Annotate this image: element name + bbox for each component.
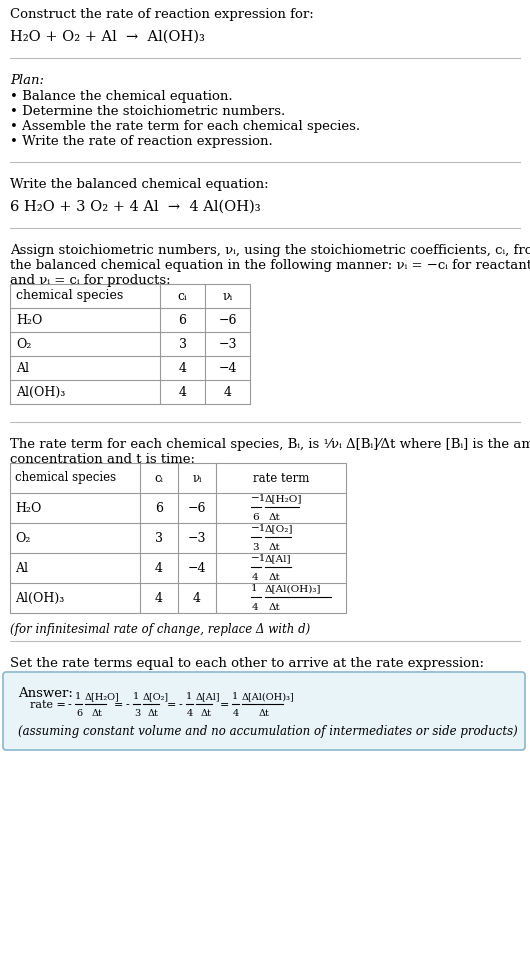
Text: • Write the rate of reaction expression.: • Write the rate of reaction expression. <box>10 135 273 148</box>
Text: 3: 3 <box>179 338 187 350</box>
FancyBboxPatch shape <box>3 672 525 750</box>
Text: The rate term for each chemical species, Bᵢ, is ¹⁄νᵢ Δ[Bᵢ]⁄Δt where [Bᵢ] is the : The rate term for each chemical species,… <box>10 438 530 451</box>
Text: cᵢ: cᵢ <box>155 471 163 484</box>
Text: rate =: rate = <box>30 700 69 710</box>
Text: 4: 4 <box>224 386 232 398</box>
Bar <box>10 284 250 404</box>
Text: the balanced chemical equation in the following manner: νᵢ = −cᵢ for reactants: the balanced chemical equation in the fo… <box>10 259 530 272</box>
Text: and νᵢ = cᵢ for products:: and νᵢ = cᵢ for products: <box>10 274 171 287</box>
Text: (for infinitesimal rate of change, replace Δ with d): (for infinitesimal rate of change, repla… <box>10 623 310 636</box>
Text: 3: 3 <box>134 709 140 718</box>
Text: Δt: Δt <box>92 709 103 718</box>
Text: Δ[O₂]: Δ[O₂] <box>143 692 169 701</box>
Text: 3: 3 <box>155 532 163 545</box>
Text: 6: 6 <box>155 502 163 514</box>
Text: chemical species: chemical species <box>15 471 116 484</box>
Text: Δt: Δt <box>269 513 281 522</box>
Text: (assuming constant volume and no accumulation of intermediates or side products): (assuming constant volume and no accumul… <box>18 725 518 738</box>
Text: cᵢ: cᵢ <box>178 290 187 303</box>
Text: Al: Al <box>15 561 28 575</box>
Text: Δt: Δt <box>269 543 281 552</box>
Text: −3: −3 <box>188 532 206 545</box>
Text: Δ[H₂O]: Δ[H₂O] <box>265 494 303 503</box>
Bar <box>10 463 346 613</box>
Text: Δt: Δt <box>259 709 270 718</box>
Text: • Assemble the rate term for each chemical species.: • Assemble the rate term for each chemic… <box>10 120 360 133</box>
Text: 4: 4 <box>193 591 201 604</box>
Text: Plan:: Plan: <box>10 74 44 87</box>
Text: 1: 1 <box>186 692 192 701</box>
Text: =: = <box>220 700 229 710</box>
Text: -: - <box>68 700 72 710</box>
Text: Δ[Al(OH)₃]: Δ[Al(OH)₃] <box>265 584 322 593</box>
Text: 4: 4 <box>155 591 163 604</box>
Text: −3: −3 <box>218 338 237 350</box>
Text: H₂O + O₂ + Al  →  Al(OH)₃: H₂O + O₂ + Al → Al(OH)₃ <box>10 30 205 44</box>
Text: 4: 4 <box>179 361 187 375</box>
Text: −4: −4 <box>188 561 206 575</box>
Text: 4: 4 <box>233 709 239 718</box>
Text: H₂O: H₂O <box>15 502 41 514</box>
Text: =: = <box>114 700 123 710</box>
Text: νᵢ: νᵢ <box>223 290 233 303</box>
Text: νᵢ: νᵢ <box>192 471 202 484</box>
Text: −4: −4 <box>218 361 237 375</box>
Text: 4: 4 <box>252 573 259 582</box>
Text: −1: −1 <box>251 494 267 503</box>
Text: −1: −1 <box>251 554 267 563</box>
Text: Δ[O₂]: Δ[O₂] <box>265 524 294 533</box>
Text: 1: 1 <box>251 584 258 593</box>
Text: Write the balanced chemical equation:: Write the balanced chemical equation: <box>10 178 269 191</box>
Text: O₂: O₂ <box>16 338 31 350</box>
Text: Al: Al <box>16 361 29 375</box>
Text: -: - <box>126 700 130 710</box>
Text: • Determine the stoichiometric numbers.: • Determine the stoichiometric numbers. <box>10 105 285 118</box>
Text: O₂: O₂ <box>15 532 30 545</box>
Text: Δt: Δt <box>201 709 212 718</box>
Text: Al(OH)₃: Al(OH)₃ <box>15 591 64 604</box>
Text: Δ[Al(OH)₃]: Δ[Al(OH)₃] <box>242 692 295 701</box>
Text: Δ[H₂O]: Δ[H₂O] <box>85 692 120 701</box>
Text: rate term: rate term <box>253 471 309 484</box>
Text: 1: 1 <box>232 692 238 701</box>
Text: −6: −6 <box>218 313 237 327</box>
Text: • Balance the chemical equation.: • Balance the chemical equation. <box>10 90 233 103</box>
Text: Set the rate terms equal to each other to arrive at the rate expression:: Set the rate terms equal to each other t… <box>10 657 484 670</box>
Text: 4: 4 <box>179 386 187 398</box>
Text: −6: −6 <box>188 502 206 514</box>
Text: Assign stoichiometric numbers, νᵢ, using the stoichiometric coefficients, cᵢ, fr: Assign stoichiometric numbers, νᵢ, using… <box>10 244 530 257</box>
Text: 3: 3 <box>252 543 259 552</box>
Text: =: = <box>167 700 176 710</box>
Text: Construct the rate of reaction expression for:: Construct the rate of reaction expressio… <box>10 8 314 21</box>
Text: chemical species: chemical species <box>16 290 123 303</box>
Text: 6: 6 <box>252 513 259 522</box>
Text: 4: 4 <box>187 709 193 718</box>
Text: Al(OH)₃: Al(OH)₃ <box>16 386 65 398</box>
Text: 6: 6 <box>179 313 187 327</box>
Text: 6 H₂O + 3 O₂ + 4 Al  →  4 Al(OH)₃: 6 H₂O + 3 O₂ + 4 Al → 4 Al(OH)₃ <box>10 200 261 214</box>
Text: -: - <box>179 700 183 710</box>
Text: 4: 4 <box>252 603 259 612</box>
Text: 6: 6 <box>76 709 82 718</box>
Text: −1: −1 <box>251 524 267 533</box>
Text: 1: 1 <box>75 692 81 701</box>
Text: Δ[Al]: Δ[Al] <box>196 692 220 701</box>
Text: Δ[Al]: Δ[Al] <box>265 554 292 563</box>
Text: Answer:: Answer: <box>18 687 73 700</box>
Text: H₂O: H₂O <box>16 313 42 327</box>
Text: Δt: Δt <box>148 709 159 718</box>
Text: 1: 1 <box>133 692 139 701</box>
Text: concentration and t is time:: concentration and t is time: <box>10 453 195 466</box>
Text: Δt: Δt <box>269 603 281 612</box>
Text: Δt: Δt <box>269 573 281 582</box>
Text: 4: 4 <box>155 561 163 575</box>
